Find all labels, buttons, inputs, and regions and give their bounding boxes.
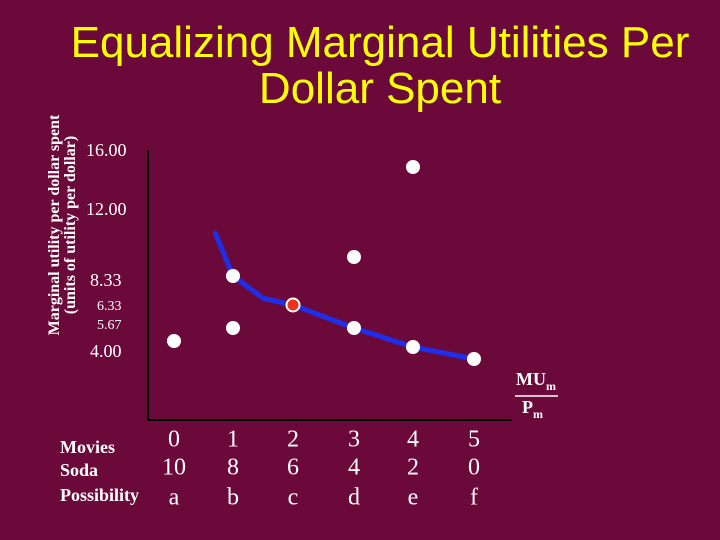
- p-label: Pm: [522, 397, 543, 421]
- cell-possibility-5: f: [470, 485, 478, 511]
- mu-label: MUm: [516, 369, 556, 393]
- row-label-movies: Movies: [60, 437, 115, 457]
- cell-soda-2: 6: [287, 455, 299, 481]
- y-tick-label-6-33: 6.33: [97, 299, 122, 314]
- data-point-s1-b: [226, 269, 240, 283]
- cell-possibility-1: b: [227, 485, 239, 511]
- cell-possibility-2: c: [288, 485, 299, 511]
- data-point-s2-e: [406, 160, 420, 174]
- cell-possibility-0: a: [169, 485, 180, 511]
- data-point-highlight-c: [285, 297, 301, 313]
- quantity-table: 0 1 2 3 4 510 8 6 4 2 0a b c d e f: [162, 427, 480, 511]
- data-point-s1-e: [406, 340, 420, 354]
- mu-over-p-axis-label: MUm Pm: [515, 369, 558, 421]
- row-label-possibility: Possibility: [60, 485, 139, 505]
- y-tick-label-16: 16.00: [86, 140, 127, 160]
- cell-soda-1: 8: [227, 455, 239, 481]
- chart-title: Equalizing Marginal Utilities Per Dollar…: [70, 18, 690, 113]
- cell-movies-0: 0: [168, 427, 180, 453]
- cell-movies-2: 2: [287, 427, 299, 453]
- y-tick-label-5-67: 5.67: [97, 318, 122, 333]
- cell-soda-5: 0: [468, 455, 480, 481]
- data-points: [167, 160, 481, 366]
- data-point-s2-b: [226, 321, 240, 335]
- cell-soda-3: 4: [348, 455, 360, 481]
- data-point-s2-a: [167, 334, 181, 348]
- data-point-s1-d: [347, 321, 361, 335]
- data-point-s1-f: [467, 352, 481, 366]
- mu-per-dollar-curve: [212, 230, 477, 362]
- cell-soda-4: 2: [407, 455, 419, 481]
- cell-soda-0: 10: [162, 455, 186, 481]
- y-tick-label-8-33: 8.33: [90, 270, 122, 290]
- row-label-soda: Soda: [60, 460, 98, 480]
- cell-movies-4: 4: [407, 427, 419, 453]
- cell-movies-5: 5: [468, 427, 480, 453]
- y-tick-label-4: 4.00: [90, 341, 122, 361]
- cell-possibility-4: e: [408, 485, 419, 511]
- y-tick-label-12: 12.00: [86, 199, 127, 219]
- cell-movies-3: 3: [348, 427, 360, 453]
- cell-movies-1: 1: [227, 427, 239, 453]
- data-point-s2-d: [347, 250, 361, 264]
- cell-possibility-3: d: [348, 485, 360, 511]
